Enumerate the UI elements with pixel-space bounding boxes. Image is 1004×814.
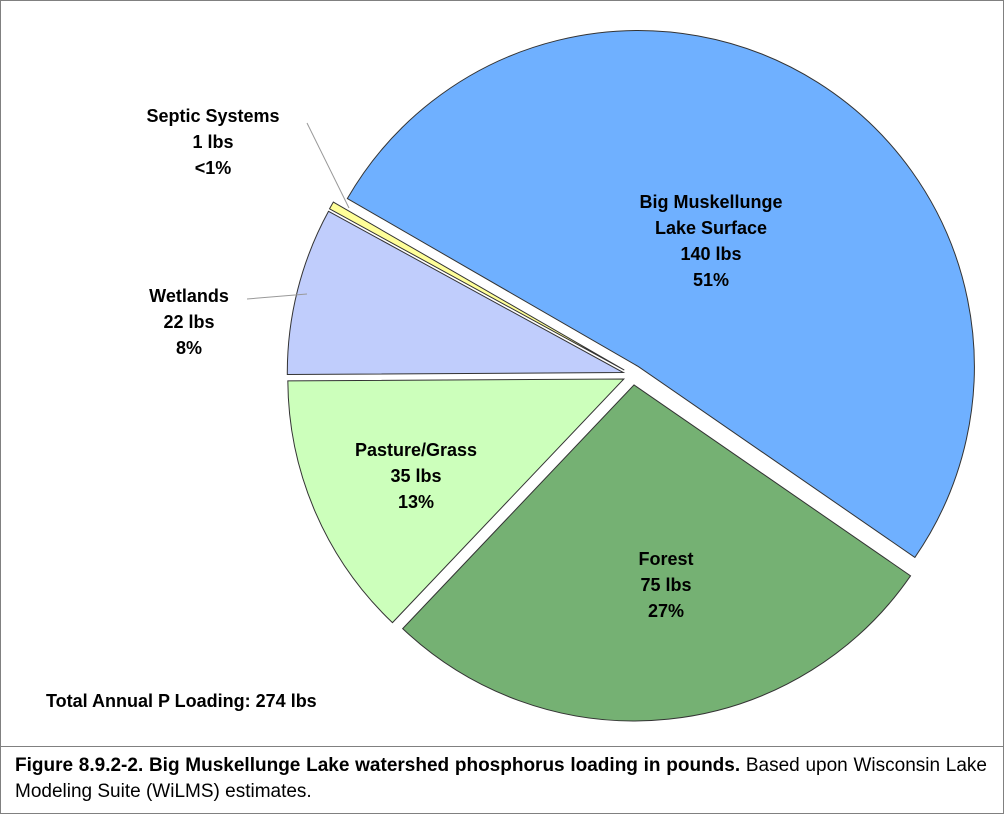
slice-label: Septic Systems 1 lbs <1% — [103, 103, 323, 181]
category-label: Pasture/Grass — [354, 440, 478, 460]
percent-label: 51% — [692, 270, 730, 290]
category-label: Forest — [638, 549, 694, 569]
slice-label: Pasture/Grass 35 lbs 13% — [306, 437, 526, 515]
value-label: 35 lbs — [390, 466, 442, 486]
pie-slice — [401, 384, 912, 722]
leader-line — [246, 293, 308, 300]
chart-area: Total Annual P Loading: 274 lbs Big Musk… — [1, 1, 1003, 747]
caption-title: Figure 8.9.2-2. Big Muskellunge Lake wat… — [15, 755, 741, 776]
slice-label: Big Muskellunge Lake Surface 140 lbs 51% — [621, 189, 801, 293]
value-label: 75 lbs — [640, 575, 692, 595]
caption: Figure 8.9.2-2. Big Muskellunge Lake wat… — [15, 753, 987, 805]
annotation: Total Annual P Loading: 274 lbs — [46, 691, 317, 711]
category-label: Wetlands — [149, 286, 229, 306]
pie-slice — [346, 30, 975, 559]
pie-slice — [287, 378, 625, 624]
value-label: 1 lbs — [192, 132, 234, 152]
category-label: Big Muskellunge Lake Surface — [639, 192, 783, 238]
slice-label: Wetlands 22 lbs 8% — [79, 283, 299, 361]
percent-label: 13% — [397, 492, 435, 512]
category-label: Septic Systems — [146, 106, 280, 126]
percent-label: 8% — [175, 338, 202, 358]
caption-text: Based upon Wisconsin Lake Modeling Suite… — [15, 755, 987, 802]
pie-slice — [328, 201, 625, 371]
percent-label: <1% — [194, 158, 232, 178]
slice-label: Forest 75 lbs 27% — [556, 546, 776, 624]
percent-label: 27% — [647, 601, 685, 621]
chart — [246, 30, 975, 722]
leader-line — [306, 122, 350, 209]
value-label: 140 lbs — [680, 244, 742, 264]
pie-slice — [286, 210, 626, 375]
value-label: 22 lbs — [163, 312, 215, 332]
